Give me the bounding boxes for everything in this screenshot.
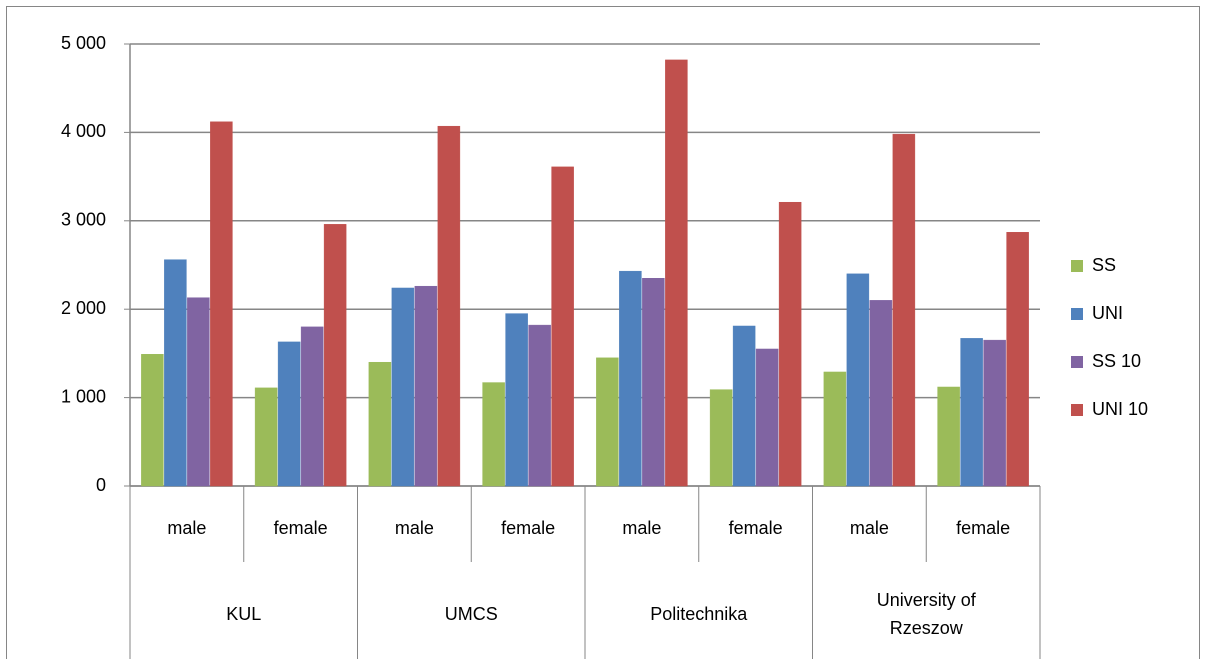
legend-label: UNI 10: [1092, 399, 1148, 419]
x-tick-label: male: [395, 518, 434, 538]
x-tick-label: female: [956, 518, 1010, 538]
y-tick-label: 0: [96, 475, 106, 495]
bar: [619, 270, 642, 487]
bar: [414, 285, 438, 487]
x-tick-label: female: [729, 518, 783, 538]
y-tick-label: 5 000: [61, 33, 106, 53]
bar: [755, 348, 779, 487]
group-label: University of Rzeszow: [876, 590, 976, 638]
bar: [277, 341, 301, 487]
bar: [983, 339, 1006, 487]
bar: [437, 125, 461, 487]
x-tick-label: male: [622, 518, 661, 538]
bar: [892, 133, 916, 487]
y-tick-label: 3 000: [61, 210, 106, 230]
bar: [391, 287, 415, 487]
bar: [528, 324, 551, 487]
bar: [482, 382, 505, 487]
bar: [960, 338, 983, 487]
bar: [551, 166, 574, 487]
legend-label: SS: [1092, 255, 1116, 275]
bar: [210, 121, 233, 487]
bar: [187, 297, 210, 487]
y-tick-label: 4 000: [61, 121, 106, 141]
y-tick-label: 2 000: [61, 298, 106, 318]
legend-label: SS 10: [1092, 351, 1141, 371]
bar: [164, 259, 187, 487]
legend-label: UNI: [1092, 303, 1123, 323]
legend-swatch: [1071, 404, 1083, 416]
bar: [778, 201, 802, 487]
bar: [254, 387, 278, 487]
bar: [596, 357, 619, 487]
y-tick-label: 1 000: [61, 386, 106, 406]
x-tick-label: male: [850, 518, 889, 538]
legend-swatch: [1071, 308, 1083, 320]
group-label: KUL: [226, 604, 262, 624]
bar: [823, 371, 847, 487]
bar: [505, 313, 528, 487]
bar: [732, 325, 756, 487]
bar: [937, 386, 960, 487]
bar: [846, 273, 870, 487]
group-label: UMCS: [444, 604, 498, 624]
bar: [368, 361, 392, 487]
bar: [323, 224, 347, 487]
group-label: Politechnika: [650, 604, 748, 624]
chart-border: [6, 6, 1200, 659]
bar: [709, 389, 733, 487]
legend-swatch: [1071, 260, 1083, 272]
bar: [665, 59, 688, 487]
bar: [869, 300, 893, 487]
x-tick-label: male: [167, 518, 206, 538]
x-tick-label: female: [501, 518, 555, 538]
legend-swatch: [1071, 356, 1083, 368]
bar: [1006, 232, 1029, 487]
bar: [642, 278, 665, 487]
x-tick-label: female: [274, 518, 328, 538]
bar: [141, 354, 164, 487]
bar: [300, 326, 324, 487]
